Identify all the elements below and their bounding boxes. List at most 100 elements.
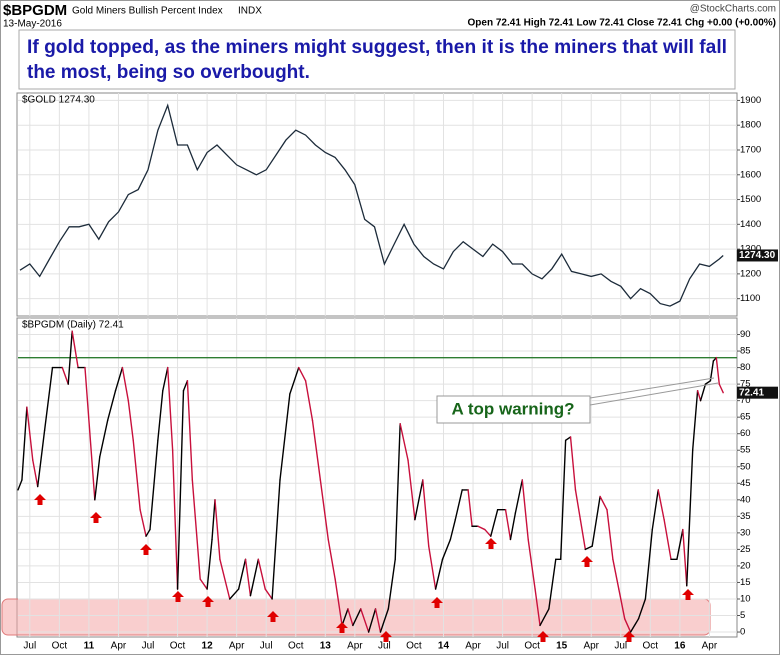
line-segment [449,518,457,541]
line-segment [606,509,614,561]
y-tick-label: 1600 [740,169,761,180]
line-segment [374,608,382,633]
line-segment [347,608,354,627]
line-segment [651,489,659,531]
line-segment [691,390,699,451]
arrow [34,494,46,505]
line-segment [484,528,492,537]
price-panel [16,92,738,317]
panel-legend: $BPGDM (Daily) 72.41 [22,320,124,331]
line-segment [696,390,702,402]
y-tick-label: 90 [740,329,751,340]
y-tick-label: 0 [740,627,745,638]
line-segment [114,366,124,392]
y-tick-label: 5 [740,610,745,621]
x-tick-label: Apr [347,641,363,652]
line-segment [237,558,247,590]
line-segment [644,528,653,600]
line-segment [171,449,179,590]
line-segment [663,518,672,561]
commentary-line: If gold topped, as the miners might sugg… [27,37,727,58]
line-segment [360,608,370,633]
line-segment [477,525,486,531]
x-tick-label: Apr [465,641,481,652]
y-tick-label: 60 [740,428,751,439]
x-tick-label: 16 [674,641,686,652]
x-tick-label: Apr [111,641,127,652]
y-tick-label: 40 [740,494,751,505]
line-segment [94,456,101,501]
x-tick-label: Jul [378,641,391,652]
arrow [380,631,392,642]
line-segment [379,608,390,633]
line-segment [149,439,159,531]
arrow [90,512,102,523]
x-tick-label: 11 [84,641,95,652]
line-segment [657,489,665,521]
line-segment [298,366,307,382]
y-tick-label: 50 [740,461,751,472]
last-value-label: 1274.30 [739,250,776,261]
line-segment [682,528,688,587]
line-segment [387,558,396,610]
y-tick-label: 1700 [740,145,761,156]
line-segment [191,479,201,580]
x-tick-label: 15 [556,641,568,652]
arrow [140,544,152,555]
line-segment [121,366,130,402]
line-segment [686,449,694,587]
line-segment [106,390,117,422]
y-tick-label: 1400 [740,219,761,230]
line-segment [327,538,336,580]
line-segment [21,406,28,481]
x-tick-label: Oct [52,641,68,652]
arrow [537,631,549,642]
commentary-box [18,29,736,90]
line-segment [132,439,141,511]
shaded-band [1,598,711,636]
line-segment [676,528,684,561]
line-segment [629,618,640,633]
line-segment [548,558,557,610]
quote: Open 72.41 High 72.41 Low 72.41 Close 72… [468,18,776,29]
line-segment [264,588,273,600]
line-segment [167,366,174,451]
line-segment [162,366,169,392]
line-segment [394,423,401,561]
line-segment [26,406,34,461]
x-tick-label: Oct [406,641,422,652]
x-tick-label: Oct [524,641,540,652]
x-tick-label: 12 [202,641,214,652]
line-segment [17,479,23,491]
y-tick-label: 65 [740,412,751,423]
arrow [682,589,694,600]
y-tick-label: 1500 [740,194,761,205]
line-segment [334,578,343,627]
x-tick-label: 13 [320,641,332,652]
last-value-box [737,249,778,262]
line-segment [244,558,252,597]
x-tick-label: Jul [496,641,509,652]
index-name: Gold Miners Bullish Percent Index [72,6,223,17]
arrow [172,591,184,602]
x-tick-label: 14 [438,641,450,652]
line-segment [454,489,463,521]
x-tick-label: Jul [614,641,627,652]
x-tick-label: Oct [170,641,186,652]
line-segment [718,383,724,394]
line-segment [145,528,151,537]
arrow [485,538,497,549]
line-segment [527,538,536,590]
line-segment [219,558,231,600]
line-segment [564,436,572,442]
line-segment [127,399,134,442]
arrow [267,611,279,622]
indicator-panel [16,317,738,638]
source: @StockCharts.com [690,4,776,15]
last-value-box [737,386,778,399]
y-tick-label: 75 [740,379,751,390]
line-segment [186,380,194,481]
line-segment [43,366,54,432]
y-tick-label: 20 [740,560,751,571]
line-segment [428,545,437,590]
